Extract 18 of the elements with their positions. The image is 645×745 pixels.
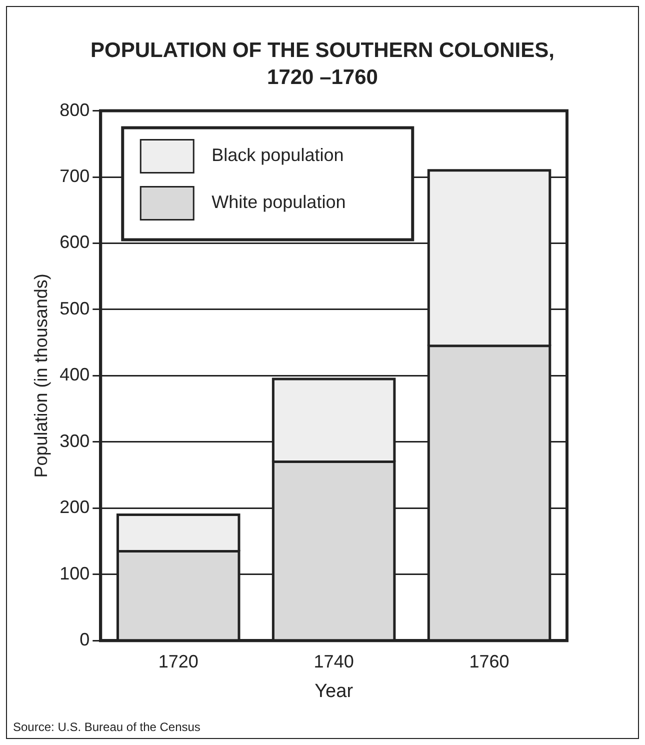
legend-label: Black population: [212, 144, 344, 165]
x-tick-label: 1720: [158, 651, 198, 672]
y-tick-label: 300: [60, 430, 90, 451]
x-tick-label: 1760: [469, 651, 510, 672]
source-note: Source: U.S. Bureau of the Census: [13, 720, 200, 734]
x-tick-label: 1740: [314, 651, 354, 672]
y-tick-label: 500: [60, 298, 90, 318]
y-tick-label: 700: [60, 166, 90, 186]
y-tick-label: 100: [60, 563, 90, 584]
y-axis-title: Population (in thousands): [30, 274, 51, 478]
y-tick-label: 0: [80, 630, 90, 650]
legend-label: White population: [212, 192, 346, 212]
x-axis-title: Year: [314, 680, 354, 702]
y-tick-label: 800: [60, 100, 90, 120]
y-tick-label: 200: [60, 497, 90, 518]
chart-title: POPULATION OF THE SOUTHERN COLONIES, 1720 –1760: [90, 38, 556, 91]
y-tick-label: 400: [60, 364, 90, 385]
y-tick-label: 600: [60, 232, 90, 252]
